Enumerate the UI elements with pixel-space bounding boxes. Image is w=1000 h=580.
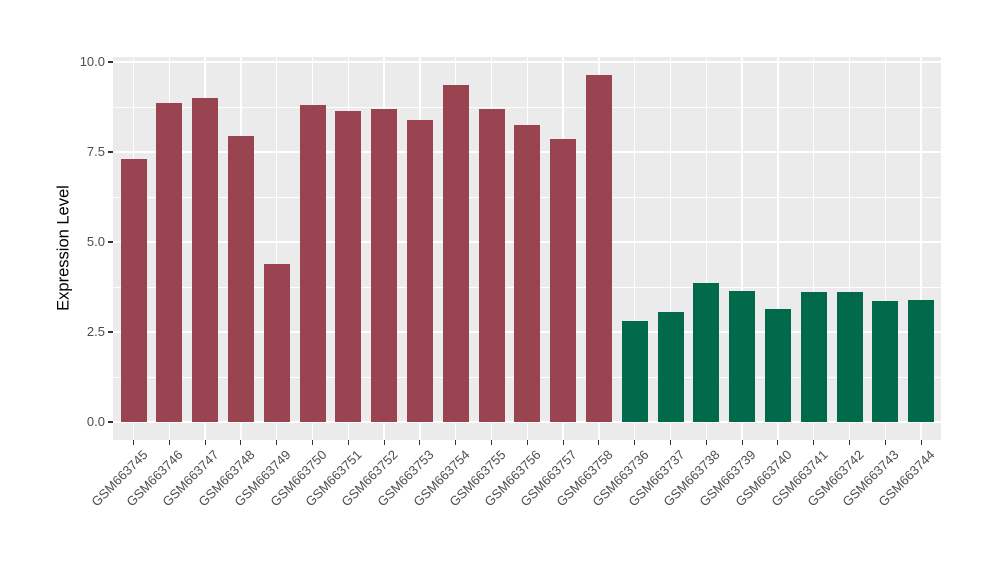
x-axis-tick: [132, 440, 135, 445]
x-axis-tick: [204, 440, 206, 445]
x-axis-tick: [276, 440, 278, 445]
y-axis-tick: [108, 331, 113, 333]
bar-GSM663753: [406, 119, 433, 422]
bar-GSM663736: [621, 321, 648, 422]
bar-GSM663749: [263, 263, 290, 422]
bar-GSM663737: [657, 312, 684, 422]
gridline-vertical: [920, 57, 922, 440]
bar-GSM663758: [585, 74, 612, 422]
bar-GSM663740: [764, 308, 791, 422]
x-axis-tick: [526, 440, 528, 445]
bar-GSM663756: [514, 125, 541, 422]
bar-GSM663742: [836, 292, 863, 422]
bar-GSM663739: [729, 290, 756, 422]
y-tick-label: 10.0: [79, 54, 105, 69]
gridline-vertical: [848, 57, 851, 440]
bar-GSM663741: [800, 292, 827, 422]
bar-GSM663755: [478, 108, 505, 422]
x-axis-tick: [920, 440, 922, 445]
x-axis-tick: [777, 440, 779, 445]
bar-GSM663744: [908, 299, 935, 422]
y-axis-tick: [108, 421, 113, 423]
x-axis-tick: [311, 440, 314, 445]
x-axis-tick: [383, 440, 385, 445]
x-axis-tick: [562, 440, 564, 445]
bar-GSM663750: [299, 105, 326, 422]
bar-GSM663745: [120, 159, 147, 422]
x-axis-tick: [813, 440, 815, 445]
x-axis-tick: [669, 440, 672, 445]
gridline-vertical: [813, 57, 815, 440]
bar-GSM663743: [872, 301, 899, 422]
gridline-vertical: [705, 57, 707, 440]
gridline-vertical: [669, 57, 672, 440]
x-axis-tick: [455, 440, 457, 445]
bar-GSM663754: [442, 85, 469, 422]
gridline-vertical: [276, 57, 278, 440]
x-axis-tick: [168, 440, 170, 445]
y-axis-tick: [108, 241, 113, 243]
bar-GSM663751: [335, 110, 362, 422]
bar-GSM663738: [693, 283, 720, 422]
chart-panel: [113, 57, 941, 440]
bar-GSM663747: [192, 98, 219, 422]
x-axis-tick: [598, 440, 600, 445]
x-axis-tick: [419, 440, 421, 445]
y-tick-label: 5.0: [86, 234, 105, 249]
y-tick-label: 2.5: [86, 324, 105, 339]
x-axis-tick: [634, 440, 636, 445]
y-tick-label: 0.0: [86, 414, 105, 429]
x-axis-tick: [741, 440, 743, 445]
y-tick-label: 7.5: [86, 144, 105, 159]
bar-GSM663757: [550, 139, 577, 422]
gridline-vertical: [741, 57, 743, 440]
x-axis-tick: [848, 440, 851, 445]
gridline-vertical: [884, 57, 886, 440]
bar-GSM663748: [227, 135, 254, 422]
bar-GSM663746: [156, 103, 183, 422]
x-axis-tick: [884, 440, 886, 445]
x-axis-tick: [240, 440, 242, 445]
x-axis-tick: [490, 440, 493, 445]
y-axis-tick: [108, 61, 113, 63]
gridline-vertical: [634, 57, 636, 440]
bar-GSM663752: [371, 108, 398, 422]
y-axis-tick: [108, 151, 113, 153]
x-axis-tick: [347, 440, 349, 445]
gridline-vertical: [777, 57, 779, 440]
x-axis-tick: [705, 440, 707, 445]
